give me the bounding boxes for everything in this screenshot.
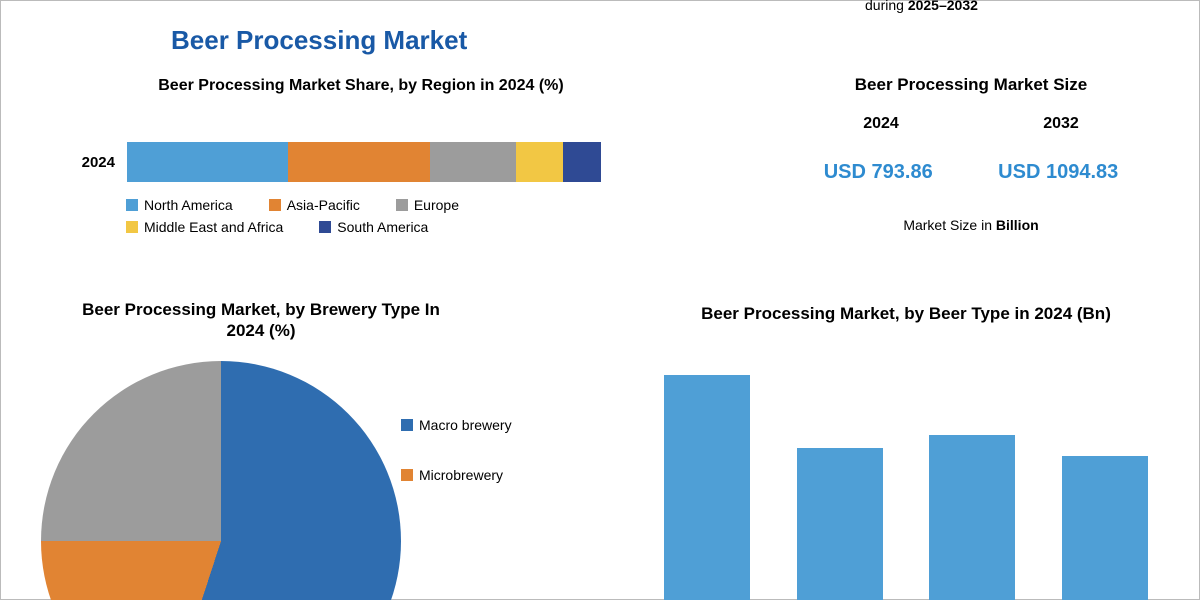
region-share-bar-wrap: 2024 [71,139,601,185]
legend-item: Microbrewery [401,467,601,483]
region-share-year-label: 2024 [71,154,127,171]
market-size-value-0: USD 793.86 [824,161,933,184]
legend-swatch [126,221,138,233]
beer-type-bar [1062,456,1148,600]
infographic-root: { "colors": { "primary_blue": "#2f6db0",… [0,0,1200,600]
legend-item: South America [319,219,428,235]
legend-item: Macro brewery [401,417,601,433]
market-size-note: Market Size in Billion [791,217,1151,233]
beer-type-bar [929,435,1015,600]
region-segment [563,142,601,182]
legend-label: North America [144,197,233,213]
region-segment [516,142,563,182]
main-title: Beer Processing Market [171,25,467,56]
market-size-year-0: 2024 [863,115,899,133]
period-years: 2025–2032 [908,0,978,13]
legend-swatch [126,199,138,211]
legend-swatch [396,199,408,211]
legend-item: Asia-Pacific [269,197,360,213]
legend-item: Middle East and Africa [126,219,283,235]
region-share-title: Beer Processing Market Share, by Region … [131,77,591,95]
market-size-note-bold: Billion [996,217,1039,233]
market-size-note-prefix: Market Size in [903,217,996,233]
market-size-values: USD 793.86 USD 1094.83 [791,161,1151,184]
legend-item: North America [126,197,233,213]
region-segment [127,142,288,182]
legend-swatch [401,469,413,481]
beer-type-bar-chart [641,371,1171,600]
legend-swatch [401,419,413,431]
beer-type-bar [797,448,883,600]
forecast-period-fragment: during 2025–2032 [865,0,978,13]
beer-type-bar [664,375,750,600]
market-size-value-1: USD 1094.83 [998,161,1118,184]
legend-label: South America [337,219,428,235]
legend-label: Europe [414,197,459,213]
market-size-title: Beer Processing Market Size [791,75,1151,95]
beer-type-chart-title: Beer Processing Market, by Beer Type in … [641,303,1171,324]
legend-label: Asia-Pacific [287,197,360,213]
legend-label: Middle East and Africa [144,219,283,235]
region-share-stacked-bar [127,142,601,182]
legend-label: Macro brewery [419,417,512,433]
legend-swatch [269,199,281,211]
brewery-type-title: Beer Processing Market, by Brewery Type … [61,299,461,342]
region-segment [430,142,515,182]
legend-label: Microbrewery [419,467,503,483]
region-segment [288,142,430,182]
region-share-legend: North America Asia-Pacific Europe Middle Ea… [126,197,596,235]
legend-swatch [319,221,331,233]
brewery-type-legend: Macro brewery Microbrewery [401,417,601,483]
market-size-year-1: 2032 [1043,115,1079,133]
period-prefix: during [865,0,908,13]
brewery-type-pie [41,361,401,600]
market-size-years: 2024 2032 [791,115,1151,133]
legend-item: Europe [396,197,459,213]
